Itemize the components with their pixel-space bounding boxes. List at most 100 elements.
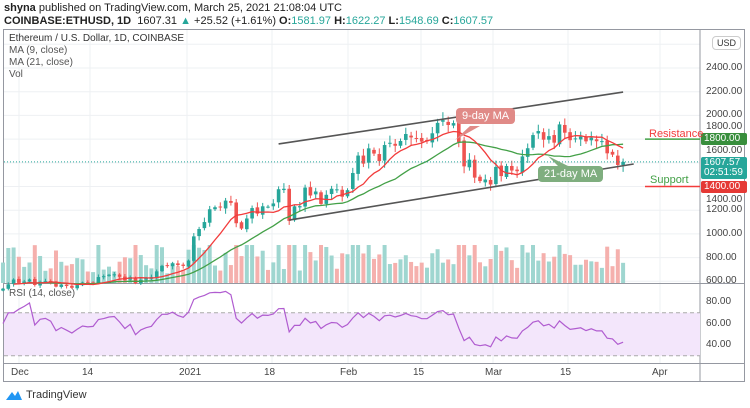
candle-body: [6, 284, 11, 289]
volume-bar: [398, 259, 403, 283]
volume-bar: [239, 256, 244, 283]
candle-body: [441, 120, 445, 122]
open-label: O:: [279, 15, 292, 27]
rsi-tick: 60.00: [706, 317, 732, 329]
volume-bar: [504, 247, 509, 283]
candle-body: [17, 278, 21, 283]
candle-body: [430, 133, 435, 143]
candle-body: [340, 189, 344, 197]
candle-body: [70, 285, 74, 288]
volume-bar: [435, 249, 440, 283]
volume-bar: [472, 245, 477, 283]
candle-body: [605, 140, 609, 154]
legend-ma9[interactable]: MA (9, close): [9, 45, 68, 56]
candle-body: [234, 202, 238, 224]
price-tick: 1600.00: [706, 144, 743, 156]
candle-body: [154, 271, 159, 278]
legend-rsi[interactable]: RSI (14, close): [9, 288, 76, 299]
volume-bar: [85, 271, 90, 283]
candle-body: [165, 265, 170, 267]
volume-bar: [234, 245, 239, 283]
candle-body: [282, 188, 286, 191]
volume-bar: [80, 259, 85, 283]
volume-bar: [356, 245, 361, 283]
tradingview-logo[interactable]: TradingView: [5, 389, 87, 401]
candle-body: [584, 136, 588, 142]
volume-bar: [387, 264, 392, 283]
time-tick: 2021: [179, 367, 202, 378]
volume-bar: [557, 245, 562, 283]
time-tick: 18: [264, 367, 276, 378]
volume-bar: [456, 245, 461, 283]
volume-bar: [589, 261, 594, 283]
volume-bar: [266, 269, 270, 283]
ma9-line: [13, 130, 624, 286]
volume-bar: [48, 268, 53, 283]
candle-body: [435, 122, 440, 134]
candle-body: [451, 123, 456, 126]
price-change: +25.52 (+1.61%): [194, 15, 276, 27]
volume-bar: [541, 253, 546, 283]
candle-body: [266, 206, 270, 208]
candle-body: [351, 172, 355, 189]
volume-bar: [594, 261, 599, 283]
candle-body: [536, 131, 541, 134]
author[interactable]: shyna: [4, 2, 36, 14]
candle-body: [419, 137, 424, 142]
candle-body: [616, 155, 620, 165]
volume-bar: [281, 268, 286, 283]
price-tick: 1200.00: [706, 204, 743, 216]
candle-body: [64, 284, 69, 287]
legend-volume[interactable]: Vol: [9, 69, 23, 80]
volume-bar: [446, 259, 451, 283]
candle-body: [578, 136, 583, 140]
candle-body: [101, 276, 106, 278]
candle-body: [573, 138, 578, 140]
up-arrow-icon: ▲: [180, 15, 191, 27]
volume-bar: [213, 265, 217, 283]
candle-body: [218, 206, 223, 208]
candle-body: [197, 229, 201, 237]
candle-body: [372, 149, 376, 154]
volume-bar: [488, 258, 493, 283]
candle-body: [117, 274, 122, 277]
legend-ma21[interactable]: MA (21, close): [9, 57, 73, 68]
price-tick: 1800.00: [706, 121, 743, 133]
candle-body: [176, 263, 180, 266]
candle-body: [107, 274, 111, 276]
candle-body: [600, 141, 604, 143]
candle-body: [181, 264, 185, 266]
last-price-tag: 1607.57 02:51:59: [701, 157, 747, 179]
candle-body: [91, 282, 95, 284]
candle-body: [541, 132, 546, 140]
volume-bar: [117, 261, 122, 283]
volume-bar: [334, 268, 339, 283]
candle-body: [303, 187, 307, 207]
candle-body: [43, 281, 48, 283]
volume-bar: [610, 266, 615, 283]
volume-bar: [69, 264, 74, 283]
candle-body: [563, 124, 567, 133]
volume-bar: [54, 250, 58, 283]
candle-body: [594, 139, 599, 142]
volume-bar: [297, 270, 302, 283]
symbol: COINBASE:ETHUSD, 1D: [4, 15, 132, 27]
volume-bar: [38, 255, 43, 283]
volume-bar: [546, 261, 551, 283]
volume-bar: [319, 245, 323, 283]
volume-bar: [260, 250, 265, 283]
publish-info: shyna published on TradingView.com, Marc…: [4, 2, 342, 14]
candle-body: [404, 134, 408, 140]
currency-button[interactable]: USD: [712, 36, 742, 50]
volume-bar: [197, 247, 202, 283]
volume-bar: [605, 246, 610, 283]
high-label: H:: [334, 15, 346, 27]
ma21-callout-pointer: [548, 156, 572, 168]
volume-bar: [615, 249, 620, 283]
candle-body: [621, 161, 625, 165]
candle-body: [478, 176, 482, 182]
price-tick: 1400.00: [706, 193, 743, 205]
candle-body: [192, 236, 196, 261]
resistance-label: Resistance: [649, 128, 704, 140]
